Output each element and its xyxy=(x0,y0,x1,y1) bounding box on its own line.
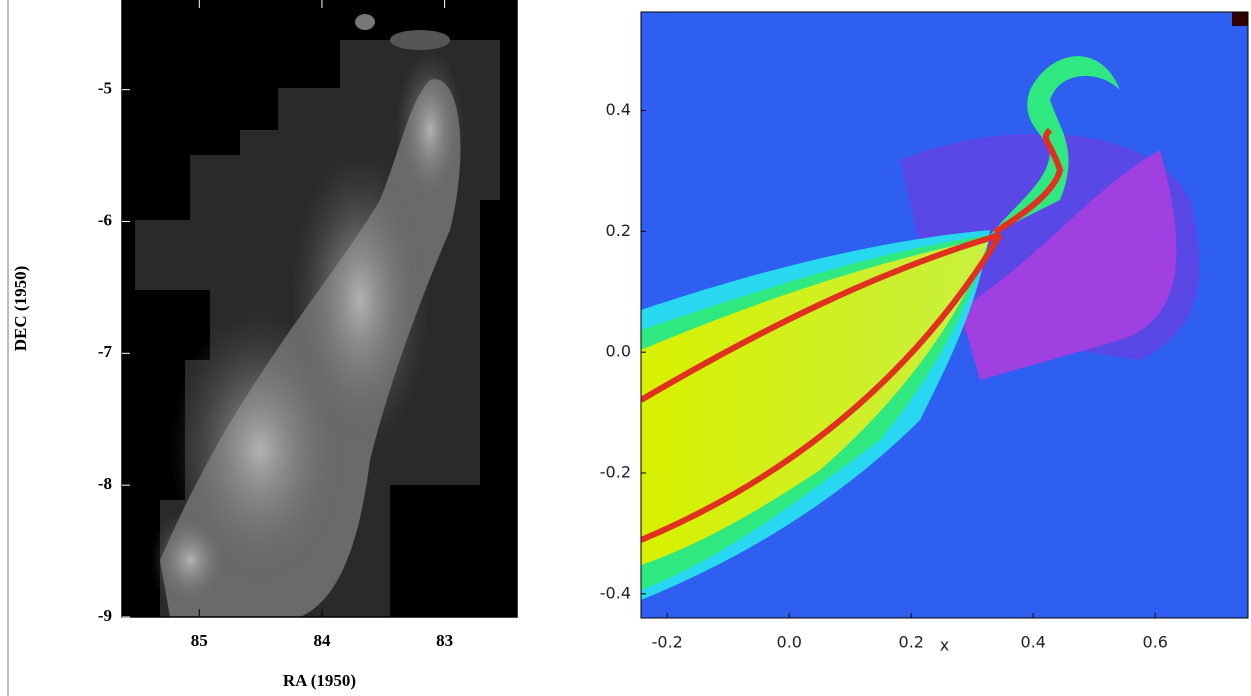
simulation-image xyxy=(641,12,1248,618)
x-axis-label: x xyxy=(940,636,949,655)
y-tick-label: -6 xyxy=(98,210,112,229)
y-tick-label: -9 xyxy=(98,606,112,625)
y-axis-label: DEC (1950) xyxy=(11,266,30,351)
y-tick-label: -0.2 xyxy=(600,462,631,481)
x-tick-label: 84 xyxy=(313,631,331,650)
x-tick-label: 0.2 xyxy=(899,633,924,652)
x-tick-label: 0.4 xyxy=(1021,633,1046,652)
x-tick-label: 85 xyxy=(191,631,208,650)
y-tick-label: 0.2 xyxy=(606,221,631,240)
y-tick-label: 0.4 xyxy=(606,100,631,119)
x-tick-label: -0.2 xyxy=(652,633,683,652)
x-tick-label: 0.0 xyxy=(777,633,802,652)
y-tick-label: -5 xyxy=(98,79,112,98)
x-tick-label: 0.6 xyxy=(1143,633,1168,652)
grayscale-image xyxy=(122,0,517,617)
y-tick-label: -0.4 xyxy=(600,583,631,602)
y-tick-label: -7 xyxy=(98,342,113,361)
y-tick-label: 0.0 xyxy=(606,342,631,361)
y-tick-label: -8 xyxy=(98,474,112,493)
x-axis-label: RA (1950) xyxy=(283,671,356,690)
x-tick-label: 83 xyxy=(436,631,453,650)
